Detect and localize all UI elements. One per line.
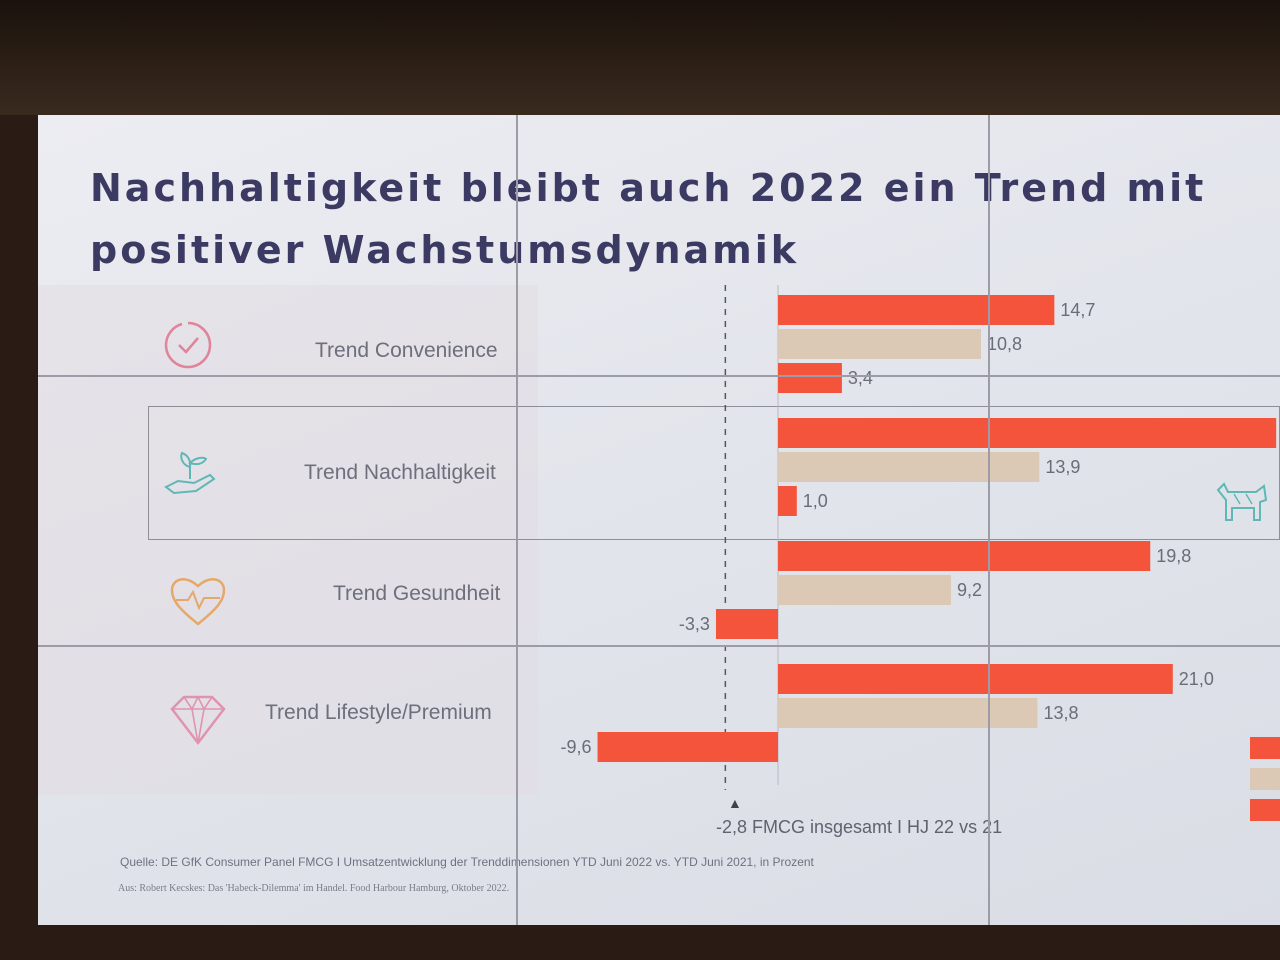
- room-background: [0, 0, 1280, 115]
- bar-chart: 14,7 10,8 3,4 13,9 1,0 19,8 9,2 -3,3 21,0 13,8 -9,…: [560, 285, 1277, 790]
- display-seam: [516, 115, 518, 925]
- bar: [778, 418, 1277, 448]
- category-label: Trend Gesundheit: [333, 582, 501, 605]
- data-label: 19,8: [1156, 546, 1191, 566]
- data-label: -9,6: [560, 737, 591, 757]
- bar: [778, 486, 797, 516]
- display-seam: [38, 375, 1280, 377]
- display-seam: [38, 645, 1280, 647]
- diamond-icon: [170, 695, 226, 746]
- baseline-marker-icon: ▲: [728, 795, 742, 811]
- bar: [715, 609, 778, 639]
- display-seam: [988, 115, 990, 925]
- projection-screen: Nachhaltigkeit bleibt auch 2022 ein Tren…: [38, 115, 1280, 925]
- bar: [597, 732, 778, 762]
- slide-title: Nachhaltigkeit bleibt auch 2022 ein Tren…: [90, 166, 1207, 272]
- bar: [778, 575, 951, 605]
- category-label: Trend Lifestyle/Premium: [265, 701, 492, 724]
- bar: [778, 664, 1173, 694]
- bar: [778, 295, 1055, 325]
- bar: [778, 541, 1151, 571]
- data-label: 13,9: [1045, 457, 1080, 477]
- recycle-check-icon: [164, 321, 212, 369]
- bar: [778, 452, 1040, 482]
- data-label: 21,0: [1179, 669, 1214, 689]
- category-panel: [38, 285, 538, 795]
- data-label: 9,2: [957, 580, 982, 600]
- bar: [778, 329, 982, 359]
- category-label: Trend Nachhaltigkeit: [304, 461, 496, 484]
- data-label: 13,8: [1043, 703, 1078, 723]
- citation-note: Aus: Robert Kecskes: Das 'Habeck-Dilemma…: [118, 883, 510, 894]
- legend-swatch: [1250, 737, 1280, 759]
- category-label: Trend Convenience: [315, 339, 498, 362]
- data-label: 1,0: [803, 491, 828, 511]
- data-label: -3,3: [679, 614, 710, 634]
- bar: [778, 698, 1038, 728]
- bar: [778, 363, 842, 393]
- hand-plant-icon: [164, 451, 216, 495]
- source-note: Quelle: DE GfK Consumer Panel FMCG I Ums…: [120, 855, 814, 869]
- baseline-label: -2,8 FMCG insgesamt I HJ 22 vs 21: [716, 817, 1003, 837]
- legend-swatch: [1250, 799, 1280, 821]
- data-label: 10,8: [987, 334, 1022, 354]
- cow-icon: [1216, 482, 1268, 521]
- data-label: 14,7: [1060, 300, 1095, 320]
- heart-pulse-icon: [170, 578, 226, 626]
- data-label: 3,4: [848, 368, 873, 388]
- legend-swatch: [1250, 768, 1280, 790]
